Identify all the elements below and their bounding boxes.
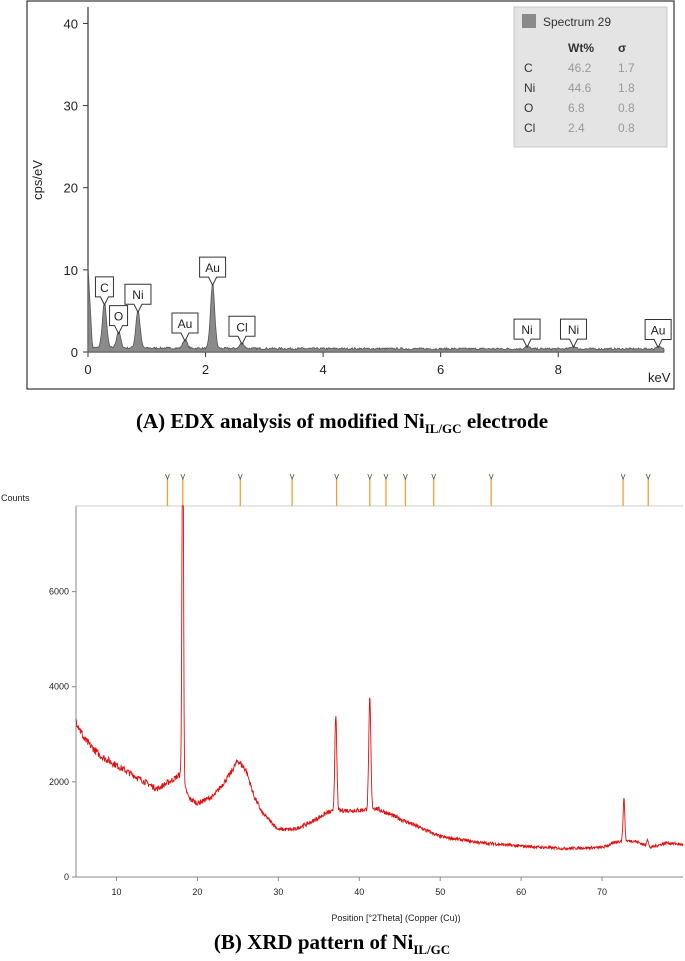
svg-text:Au: Au	[651, 324, 666, 338]
peak-label-o: O	[109, 305, 129, 335]
peak-label-au: Au	[171, 312, 199, 343]
legend-row-wt: 6.8	[568, 101, 585, 115]
peak-label-c: C	[94, 276, 114, 306]
xrd-x-tick-label: 50	[435, 887, 445, 897]
svg-text:Ni: Ni	[568, 323, 579, 337]
edx-x-tick-label: 0	[84, 362, 91, 377]
caption-a-sub: IL/GC	[425, 421, 462, 436]
xrd-reference-mark	[334, 473, 339, 506]
peak-label-cl: Cl	[228, 315, 256, 346]
edx-x-unit: keV	[648, 370, 671, 385]
peak-label-ni: Ni	[513, 318, 541, 349]
legend-row-element: O	[524, 101, 533, 115]
edx-chart: cps/eV keV 0 2 4 6 8 0 10 20 30 40 C O Ni Au Au Cl Ni Ni…	[26, 0, 675, 390]
edx-x-tick-label: 4	[319, 362, 326, 377]
edx-y-label: cps/eV	[30, 160, 45, 200]
edx-spectrum-line	[87, 265, 665, 353]
xrd-reference-mark	[180, 473, 186, 506]
peak-label-au: Au	[644, 319, 672, 349]
xrd-y-tick-label: 0	[64, 872, 69, 882]
caption-a-main: (A) EDX analysis of modified Ni	[136, 409, 425, 433]
svg-text:Cl: Cl	[236, 320, 247, 334]
xrd-y-label: Counts	[1, 493, 30, 503]
caption-b-main: (B) XRD pattern of Ni	[214, 930, 414, 954]
legend-row-sigma: 1.8	[618, 81, 635, 95]
legend-panel	[513, 6, 668, 148]
peak-label-ni: Ni	[124, 283, 152, 314]
xrd-reference-mark	[620, 473, 626, 506]
xrd-reference-mark	[165, 473, 170, 506]
caption-b: (B) XRD pattern of NiIL/GC	[214, 930, 450, 957]
legend-header-sigma: σ	[618, 41, 626, 55]
xrd-x-tick-label: 10	[111, 887, 121, 897]
xrd-reference-mark	[367, 473, 373, 506]
xrd-x-tick-label: 70	[597, 887, 607, 897]
legend-row-sigma: 0.8	[618, 101, 635, 115]
edx-y-tick-label: 20	[64, 181, 78, 196]
svg-text:Ni: Ni	[132, 288, 143, 302]
xrd-y-tick-label: 2000	[49, 777, 69, 787]
svg-text:Au: Au	[205, 261, 220, 275]
caption-a-tail: electrode	[462, 409, 548, 433]
xrd-reference-mark	[289, 473, 295, 506]
xrd-chart: Counts Position [°2Theta] (Copper (Cu)) …	[1, 473, 684, 923]
legend-row-element: C	[524, 61, 533, 75]
edx-legend: Spectrum 29 Wt% σ C 46.2 1.7 Ni 44.6 1.8…	[513, 6, 668, 148]
edx-y-tick-label: 0	[71, 345, 78, 360]
xrd-x-label: Position [°2Theta] (Copper (Cu))	[331, 913, 460, 923]
xrd-x-tick-label: 60	[516, 887, 526, 897]
xrd-y-tick-label: 6000	[49, 587, 69, 597]
xrd-reference-mark	[488, 473, 494, 506]
legend-swatch	[522, 14, 536, 28]
legend-row-wt: 44.6	[568, 81, 592, 95]
edx-y-tick-label: 30	[64, 99, 78, 114]
legend-row-wt: 2.4	[568, 121, 585, 135]
xrd-reference-mark	[403, 473, 408, 506]
xrd-x-tick-label: 30	[273, 887, 283, 897]
caption-b-sub: IL/GC	[413, 942, 450, 957]
edx-y-tick-label: 40	[64, 16, 78, 31]
svg-text:Ni: Ni	[521, 323, 532, 337]
svg-text:Au: Au	[178, 317, 193, 331]
xrd-reference-mark	[431, 473, 437, 506]
legend-row-element: Cl	[524, 121, 535, 135]
xrd-reference-mark	[645, 473, 651, 506]
xrd-pattern-line	[75, 505, 684, 851]
edx-x-tick-label: 8	[555, 362, 562, 377]
legend-row-wt: 46.2	[568, 61, 592, 75]
svg-text:O: O	[114, 310, 123, 324]
legend-row-sigma: 1.7	[618, 61, 635, 75]
edx-x-tick-label: 6	[437, 362, 444, 377]
svg-text:C: C	[100, 281, 109, 295]
legend-header-wt: Wt%	[568, 41, 594, 55]
xrd-x-tick-label: 40	[354, 887, 364, 897]
caption-a: (A) EDX analysis of modified NiIL/GC ele…	[136, 409, 548, 436]
edx-x-tick-label: 2	[202, 362, 209, 377]
peak-label-ni: Ni	[559, 318, 587, 349]
legend-row-element: Ni	[524, 81, 535, 95]
xrd-x-tick-label: 20	[192, 887, 202, 897]
edx-y-tick-label: 10	[64, 263, 78, 278]
xrd-y-tick-label: 4000	[49, 682, 69, 692]
legend-row-sigma: 0.8	[618, 121, 635, 135]
xrd-reference-mark	[237, 473, 243, 506]
xrd-reference-mark	[383, 473, 389, 506]
legend-title: Spectrum 29	[543, 15, 611, 29]
peak-label-au: Au	[199, 256, 227, 287]
